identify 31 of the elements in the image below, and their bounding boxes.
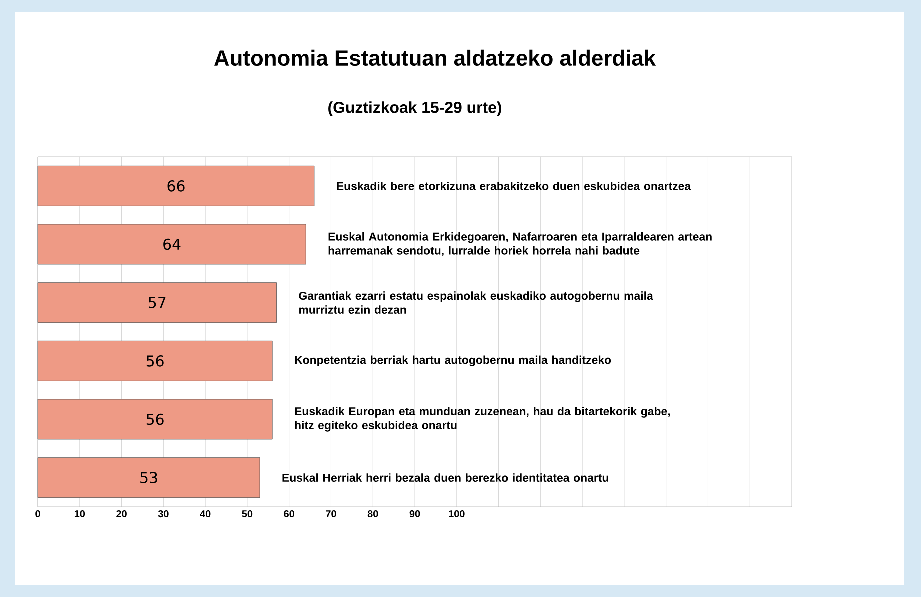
chart-title: Autonomia Estatutuan aldatzeko alderdiak	[214, 50, 656, 66]
y-tick-label: Euskal Autonomia Erkidegoaren, Nafarroaren eta Iparraldearen artean harremanak sendotu, lurralde horiek horrela nahi badute	[328, 232, 712, 256]
data-label: 56	[146, 414, 164, 426]
y-tick-label: Garantiak ezarri estatu espainolak euskadiko autogobernu maila murriztu ezin dezan	[299, 292, 654, 314]
bar	[38, 458, 260, 498]
x-tick-label: 50	[242, 510, 253, 518]
x-tick-label: 90	[410, 510, 420, 518]
x-tick-label: 40	[200, 510, 211, 518]
y-tick-label: Konpetentzia berriak hartu autogobernu maila handitzeko	[295, 356, 612, 367]
x-tick-label: 60	[284, 510, 294, 518]
x-tick-label: 0	[36, 510, 40, 518]
y-tick-label: Euskadik Europan eta munduan zuzenean, hau da bitartekorik gabe, hitz egiteko eskubidea onartu	[295, 407, 670, 432]
data-label: 66	[168, 180, 185, 192]
y-tick-label: Euskadik bere etorkizuna erabakitzeko duen eskubidea onartzea	[337, 182, 692, 190]
x-tick-label: 20	[116, 510, 127, 518]
x-tick-label: 70	[326, 510, 336, 518]
x-tick-label: 100	[449, 510, 465, 518]
chart-subtitle: (Guztizkoak 15-29 urte)	[328, 102, 502, 116]
bar	[38, 399, 273, 440]
bar	[38, 340, 273, 382]
data-label: 57	[149, 297, 166, 308]
data-label: 56	[146, 356, 164, 367]
x-tick-label: 30	[158, 510, 169, 518]
data-label: 53	[140, 472, 158, 484]
bar	[38, 166, 315, 206]
bar	[38, 224, 306, 265]
x-tick-label: 10	[74, 510, 86, 518]
data-label: 64	[164, 238, 181, 250]
y-tick-label: Euskal Herriak herri bezala duen berezko identitatea onartu	[282, 474, 608, 482]
x-tick-label: 80	[368, 510, 378, 518]
bar	[38, 282, 277, 324]
